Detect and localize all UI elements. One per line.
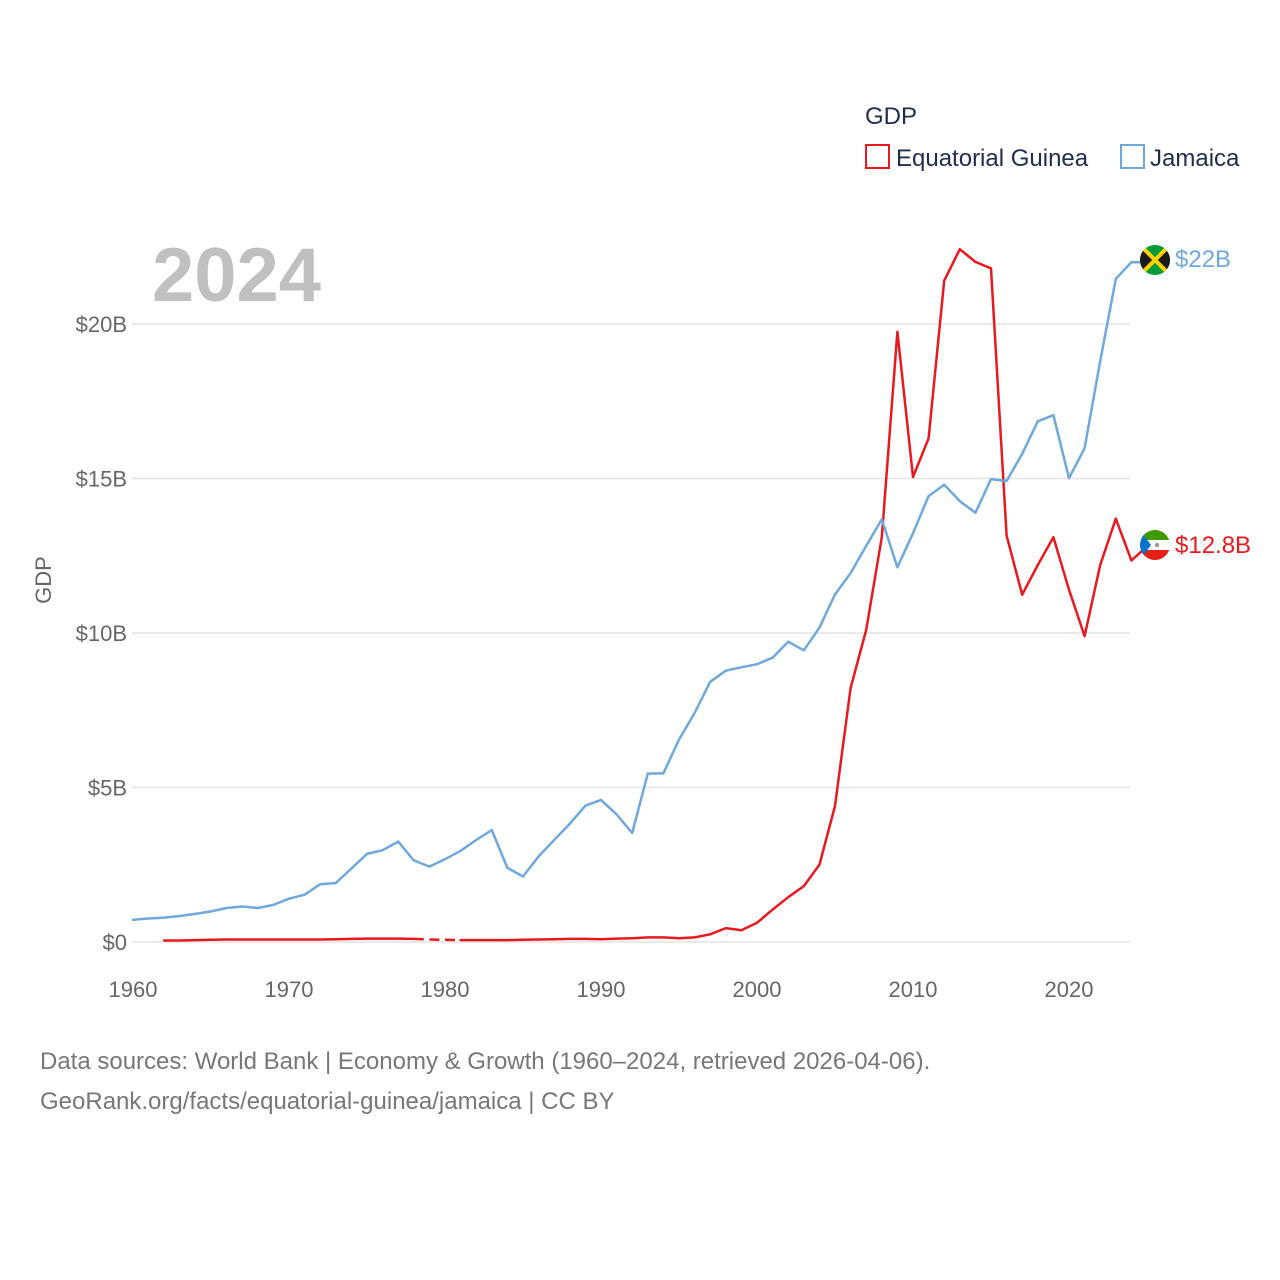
y-tick-label: $5B [88,776,127,801]
series-line-equatorial-guinea [162,247,1149,942]
y-axis-title: GDP [31,556,56,604]
x-tick-label: 1990 [577,977,626,1002]
series-line-jamaica [131,260,1149,922]
gridlines [132,323,1130,943]
end-label-equatorial-guinea: $12.8B [1175,532,1251,559]
legend-label-equatorial-guinea: Equatorial Guinea [896,145,1089,172]
jamaica-flag-icon [1140,245,1170,275]
legend-swatch-equatorial-guinea [865,144,890,169]
legend: GDP Equatorial Guinea Jamaica [865,103,1240,172]
end-marker-jamaica: $22B [1140,245,1231,275]
x-axis-ticks: 1960 1970 1980 1990 2000 2010 2020 [109,977,1094,1002]
y-tick-label: $20B [76,312,127,337]
legend-label-jamaica: Jamaica [1150,145,1240,172]
footer: Data sources: World Bank | Economy & Gro… [40,1042,930,1122]
y-tick-label: $10B [76,621,127,646]
series-jamaica [131,260,1149,922]
x-tick-label: 2010 [889,977,938,1002]
x-tick-label: 1960 [109,977,158,1002]
end-marker-equatorial-guinea: $12.8B [1140,530,1251,560]
y-tick-label: $15B [76,467,127,492]
series-equatorial-guinea [162,247,1149,942]
gdp-line-chart: $0 $5B $10B $15B $20B 1960 1970 1980 1990 2000 20… [31,103,1251,1002]
year-label: 2024 [152,233,321,318]
series-lines [131,247,1149,942]
x-tick-label: 1970 [265,977,314,1002]
x-tick-label: 2000 [733,977,782,1002]
x-tick-label: 1980 [421,977,470,1002]
equatorial-guinea-flag-icon [1140,530,1170,560]
y-axis-ticks: $0 $5B $10B $15B $20B [76,312,127,955]
series-gap-equatorial-guinea [413,937,461,942]
legend-swatch-jamaica [1120,144,1145,169]
source-url: GeoRank.org/facts/equatorial-guinea/jama… [40,1088,615,1115]
end-label-jamaica: $22B [1175,246,1231,273]
legend-title: GDP [865,103,917,130]
y-tick-label: $0 [103,930,127,955]
x-tick-label: 2020 [1045,977,1094,1002]
data-sources-note: Data sources: World Bank | Economy & Gro… [40,1048,931,1075]
